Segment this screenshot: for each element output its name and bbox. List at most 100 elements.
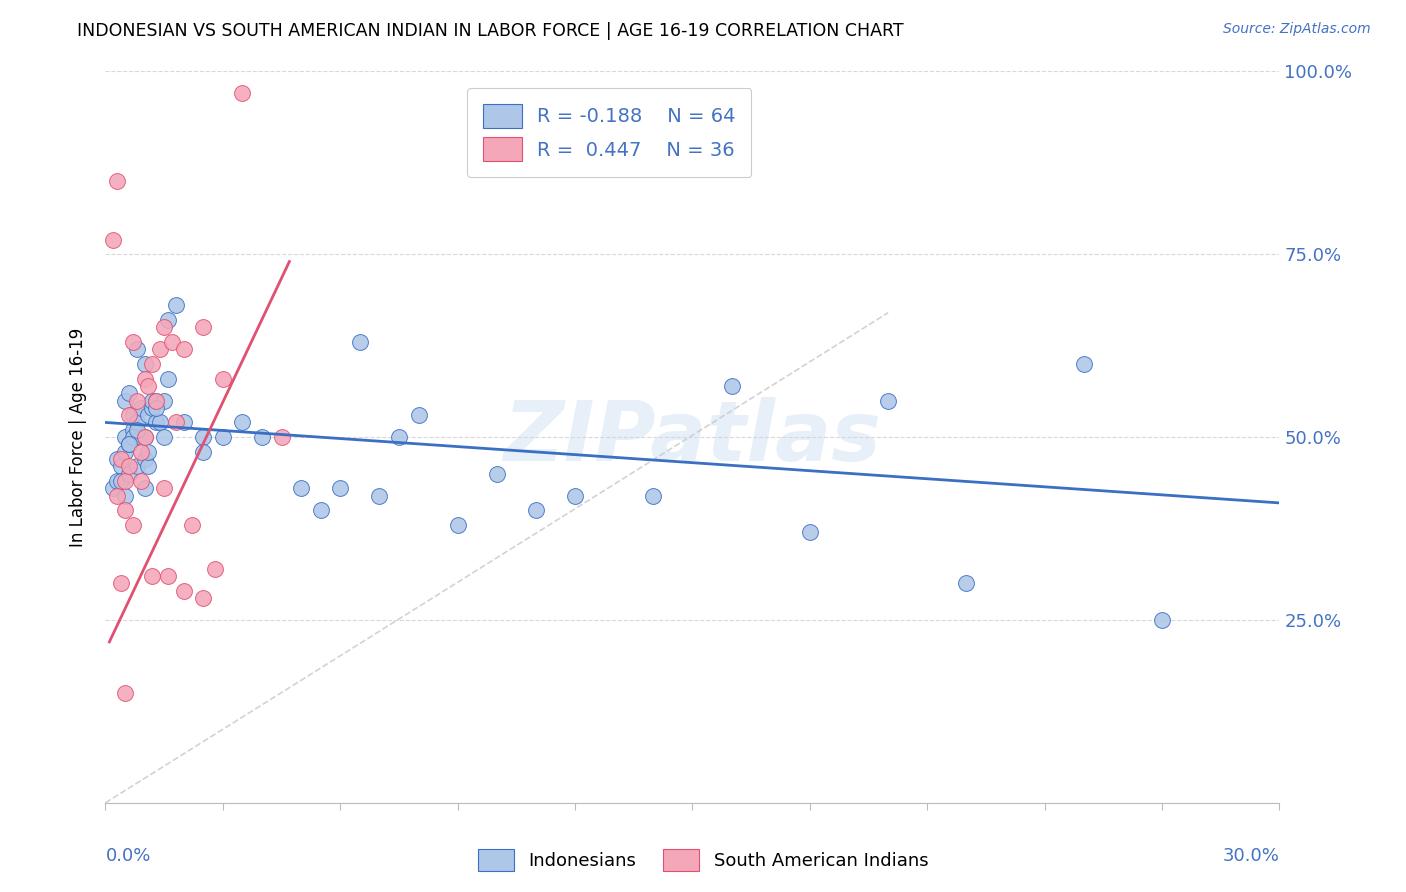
Point bbox=[193, 430, 215, 444]
Point bbox=[564, 489, 586, 503]
Point bbox=[231, 87, 253, 101]
Point bbox=[211, 430, 233, 444]
Point bbox=[138, 444, 160, 458]
Point bbox=[524, 503, 547, 517]
Point bbox=[125, 393, 148, 408]
Point bbox=[250, 430, 273, 444]
Point bbox=[204, 562, 226, 576]
Point bbox=[134, 430, 156, 444]
Point bbox=[153, 430, 176, 444]
Legend: Indonesians, South American Indians: Indonesians, South American Indians bbox=[471, 842, 935, 879]
Point bbox=[103, 233, 125, 247]
Point bbox=[145, 393, 167, 408]
Point bbox=[105, 452, 128, 467]
Point bbox=[141, 393, 163, 408]
Point bbox=[118, 459, 141, 474]
Point bbox=[129, 401, 152, 415]
Point bbox=[447, 517, 470, 532]
Point bbox=[134, 371, 156, 385]
Point bbox=[121, 334, 143, 349]
Text: 0.0%: 0.0% bbox=[105, 847, 150, 864]
Point bbox=[157, 371, 180, 385]
Point bbox=[114, 503, 136, 517]
Point bbox=[290, 481, 312, 495]
Point bbox=[145, 393, 167, 408]
Point bbox=[165, 416, 187, 430]
Point bbox=[141, 569, 163, 583]
Point bbox=[134, 481, 156, 495]
Point bbox=[121, 423, 143, 437]
Point bbox=[149, 343, 172, 357]
Text: ZIPatlas: ZIPatlas bbox=[503, 397, 882, 477]
Legend: R = -0.188    N = 64, R =  0.447    N = 36: R = -0.188 N = 64, R = 0.447 N = 36 bbox=[467, 88, 751, 177]
Point bbox=[193, 444, 215, 458]
Point bbox=[118, 386, 141, 401]
Point bbox=[118, 467, 141, 481]
Point bbox=[157, 569, 180, 583]
Point bbox=[153, 481, 176, 495]
Point bbox=[149, 416, 172, 430]
Point bbox=[118, 437, 141, 451]
Text: INDONESIAN VS SOUTH AMERICAN INDIAN IN LABOR FORCE | AGE 16-19 CORRELATION CHART: INDONESIAN VS SOUTH AMERICAN INDIAN IN L… bbox=[77, 22, 904, 40]
Point bbox=[110, 452, 132, 467]
Point bbox=[193, 320, 215, 334]
Text: 30.0%: 30.0% bbox=[1223, 847, 1279, 864]
Point bbox=[125, 343, 148, 357]
Point bbox=[388, 430, 411, 444]
Point bbox=[114, 686, 136, 700]
Point bbox=[114, 489, 136, 503]
Point bbox=[118, 437, 141, 451]
Point bbox=[110, 576, 132, 591]
Point bbox=[114, 444, 136, 458]
Point bbox=[110, 459, 132, 474]
Point bbox=[129, 444, 152, 458]
Point bbox=[643, 489, 665, 503]
Point bbox=[105, 474, 128, 488]
Point bbox=[368, 489, 391, 503]
Point bbox=[141, 357, 163, 371]
Point bbox=[114, 474, 136, 488]
Point bbox=[799, 525, 821, 540]
Point bbox=[1150, 613, 1173, 627]
Point bbox=[103, 481, 125, 495]
Point bbox=[1073, 357, 1095, 371]
Point bbox=[138, 408, 160, 422]
Point bbox=[349, 334, 371, 349]
Point bbox=[129, 430, 152, 444]
Point bbox=[329, 481, 352, 495]
Point bbox=[110, 474, 132, 488]
Point bbox=[145, 401, 167, 415]
Point bbox=[121, 517, 143, 532]
Point bbox=[153, 393, 176, 408]
Point bbox=[165, 298, 187, 312]
Point bbox=[125, 459, 148, 474]
Point bbox=[125, 416, 148, 430]
Point bbox=[485, 467, 508, 481]
Point bbox=[125, 423, 148, 437]
Text: Source: ZipAtlas.com: Source: ZipAtlas.com bbox=[1223, 22, 1371, 37]
Point bbox=[173, 343, 195, 357]
Point bbox=[211, 371, 233, 385]
Point bbox=[180, 517, 202, 532]
Point bbox=[121, 408, 143, 422]
Point bbox=[134, 430, 156, 444]
Point bbox=[173, 416, 195, 430]
Point bbox=[955, 576, 977, 591]
Point bbox=[138, 379, 160, 393]
Point bbox=[105, 174, 128, 188]
Point bbox=[145, 416, 167, 430]
Point bbox=[173, 583, 195, 598]
Point bbox=[121, 430, 143, 444]
Point bbox=[129, 474, 152, 488]
Point bbox=[134, 452, 156, 467]
Point bbox=[720, 379, 742, 393]
Point bbox=[134, 357, 156, 371]
Point bbox=[231, 416, 253, 430]
Point bbox=[114, 393, 136, 408]
Point bbox=[141, 401, 163, 415]
Point bbox=[877, 393, 900, 408]
Point bbox=[157, 313, 180, 327]
Y-axis label: In Labor Force | Age 16-19: In Labor Force | Age 16-19 bbox=[69, 327, 87, 547]
Point bbox=[160, 334, 183, 349]
Point bbox=[408, 408, 430, 422]
